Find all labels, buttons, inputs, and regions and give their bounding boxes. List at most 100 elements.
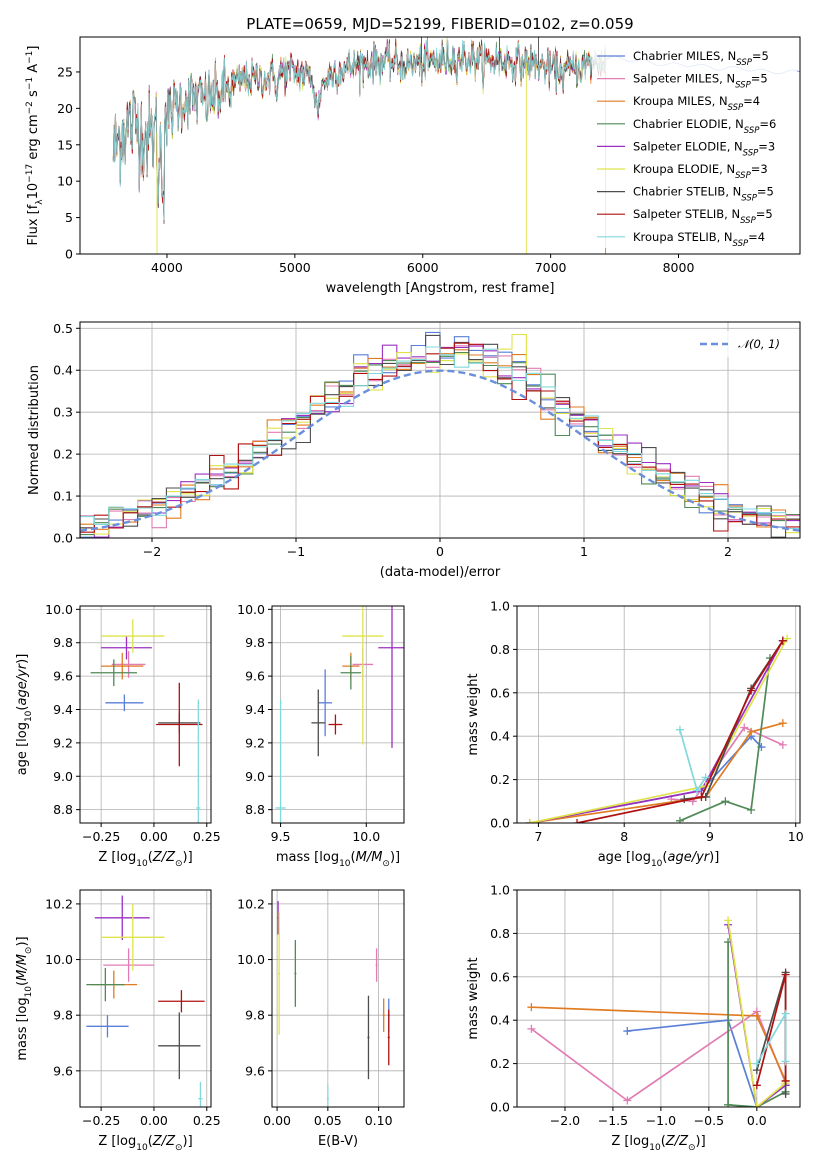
spectrum-xtick-label: 7000 (535, 260, 567, 275)
spectrum-ytick-label: 0 (65, 247, 73, 262)
mass-weight-vs-age-ytick-label: 0.0 (490, 816, 510, 831)
mass-weight-vs-Z-xtick-label: −1.5 (598, 1113, 628, 1128)
residuals-xtick-label: −2 (143, 544, 161, 559)
mass-vs-Z-ytick-label: 10.2 (45, 896, 73, 911)
mass-weight-vs-age-ytick-label: 1.0 (490, 599, 510, 614)
legend-label-8: Kroupa STELIB, NSSP=4 (633, 230, 765, 249)
mass-weight-vs-Z-salpeter-miles-line (530, 1010, 787, 1102)
mass-weight-vs-Z-kroupa-elodie-line (727, 920, 787, 1107)
mass-vs-Z-ytick-label: 9.6 (53, 1063, 73, 1078)
mass-vs-EBV-plot-area (277, 901, 390, 1107)
mass-weight-vs-age-kroupa-stelib-line (679, 729, 707, 793)
mass-weight-vs-age-chabrier-elodie-marker-1 (721, 797, 730, 806)
residuals-xtick-label: 2 (724, 544, 732, 559)
gaussian-curve (80, 369, 800, 532)
mass-vs-EBV-ytick-label: 10.0 (237, 952, 265, 967)
mass-weight-vs-age-chabrier-stelib-marker-0 (680, 795, 689, 804)
mass-weight-vs-age-salpeter-miles-marker-3 (778, 740, 787, 749)
legend-background (692, 331, 794, 357)
residual-hist-kroupa-stelib (80, 346, 800, 538)
residuals-ytick-label: 0.2 (53, 447, 73, 462)
mass-weight-vs-age-plot-area (525, 634, 792, 823)
mass-vs-EBV-ytick-label: 10.2 (237, 896, 265, 911)
mass-weight-vs-age-xtick-label: 8 (620, 829, 628, 844)
spectrum-ytick-label: 10 (57, 174, 73, 189)
mass-weight-vs-Z-kroupa-stelib-marker-1 (781, 1009, 790, 1018)
age-vs-Z-xtick-label: 0.25 (193, 829, 221, 844)
mass-weight-vs-age-kroupa-miles-line (529, 722, 784, 823)
spectrum-panel: 4000 5000 6000 7000 8000 0 5 10 15 20 25 wavelength… (25, 36, 801, 296)
mass-weight-vs-Z-salpeter-miles-marker-0 (527, 1024, 536, 1033)
mass-vs-Z-xtick-label: −0.25 (82, 1113, 120, 1128)
age-vs-mass-ytick-label: 10.0 (237, 602, 265, 617)
y-axis-label: Normed distribution (27, 365, 42, 495)
age-vs-Z-xtick-label: 0.00 (140, 829, 168, 844)
spectrum-ytick-label: 5 (65, 210, 73, 225)
mass-weight-vs-age-kroupa-miles-marker-3 (778, 719, 787, 728)
spectrum-series-kroupa-stelib (112, 38, 606, 221)
legend-label-3: Chabrier ELODIE, NSSP=6 (633, 117, 776, 136)
mass-weight-vs-age-kroupa-stelib-marker-2 (701, 773, 710, 782)
spectrum-legend: Chabrier MILES, NSSP=5 Salpeter MILES, NS… (592, 44, 797, 249)
residuals-xtick-label: 0 (436, 544, 444, 559)
spectrum-xtick-label: 8000 (663, 260, 695, 275)
age-vs-Z-plot-area (90, 619, 203, 823)
age-vs-Z-xtick-label: −0.25 (82, 829, 120, 844)
residuals-panel: −2 −1 0 1 2 0.0 0.1 0.2 0.3 0.4 0.5 (data-model)/er… (27, 321, 801, 580)
figure-title: PLATE=0659, MJD=52199, FIBERID=0102, z=0… (246, 15, 633, 33)
legend-label-2: Kroupa MILES, NSSP=4 (633, 94, 760, 113)
y-axis-label: mass weight (466, 673, 481, 755)
mass-weight-vs-age-salpeter-miles-marker-2 (740, 723, 749, 732)
mass-weight-vs-Z-xtick-label: −1.0 (646, 1113, 676, 1128)
age-vs-mass-xtick-label: 9.5 (271, 829, 291, 844)
spectrum-xtick-label: 6000 (407, 260, 439, 275)
legend-background (592, 44, 797, 248)
mass-weight-vs-age-panel: 7 8 9 10 0.0 0.2 0.4 0.6 0.8 1.0 age [log10(age/yr… (466, 599, 804, 870)
age-vs-Z-ytick-label: 8.8 (53, 802, 73, 817)
mass-weight-vs-age-chabrier-elodie-marker-2 (747, 805, 756, 814)
mass-weight-vs-age-ytick-label: 0.6 (490, 685, 510, 700)
mass-weight-vs-Z-xtick-label: −2.0 (550, 1113, 580, 1128)
mass-weight-vs-Z-salpeter-stelib-line (755, 974, 787, 1086)
age-vs-Z-ytick-label: 9.4 (53, 702, 73, 717)
age-vs-mass-panel: 9.5 10.0 8.8 9.0 9.2 9.4 9.6 9.8 10.0 mass [log10… (237, 602, 405, 869)
age-vs-mass-frame (271, 605, 405, 824)
mass-vs-Z-ytick-label: 9.8 (53, 1008, 73, 1023)
legend-label-5: Kroupa ELODIE, NSSP=3 (633, 162, 768, 181)
mass-weight-vs-Z-kroupa-elodie-marker-1 (752, 1103, 761, 1107)
mass-weight-vs-Z-xtick-label: −0.5 (694, 1113, 724, 1128)
spectrum-ytick-label: 15 (57, 137, 73, 152)
mass-weight-vs-Z-salpeter-stelib-marker-0 (752, 1081, 761, 1090)
mass-vs-EBV-xtick-label: 0.00 (263, 1113, 291, 1128)
mass-weight-vs-age-ytick-label: 0.8 (490, 642, 510, 657)
mass-weight-vs-age-xtick-label: 7 (534, 829, 542, 844)
mass-weight-vs-age-chabrier-elodie-marker-0 (675, 816, 684, 823)
mass-weight-vs-Z-chabrier-stelib-marker-2 (781, 1089, 790, 1098)
legend-label-0: Chabrier MILES, NSSP=5 (633, 49, 769, 68)
x-axis-label: Z [log10(Z/Z⊙)] (98, 850, 192, 869)
mass-weight-vs-age-ytick-label: 0.4 (490, 729, 510, 744)
mass-vs-EBV-xtick-label: 0.10 (365, 1113, 393, 1128)
age-vs-Z-ytick-label: 9.2 (53, 735, 73, 750)
age-vs-mass-ytick-label: 9.0 (245, 769, 265, 784)
mass-weight-vs-Z-ytick-label: 0.4 (490, 1013, 510, 1028)
mass-vs-EBV-frame (271, 889, 405, 1108)
residuals-ytick-label: 0.1 (53, 489, 73, 504)
mass-weight-vs-age-kroupa-stelib-marker-0 (675, 725, 684, 734)
age-vs-Z-ytick-label: 10.0 (45, 602, 73, 617)
x-axis-label: (data-model)/error (380, 565, 501, 580)
mass-weight-vs-age-chabrier-elodie-line (679, 657, 771, 822)
x-axis-label: age [log10(age/yr)] (598, 850, 720, 869)
mass-weight-vs-age-xtick-label: 9 (706, 829, 714, 844)
age-vs-mass-ytick-label: 9.2 (245, 735, 265, 750)
y-axis-label: Flux [fλ10−17 erg cm−2 s−1 A−1] (25, 46, 45, 246)
age-vs-mass-plot-area (275, 606, 404, 823)
mass-weight-vs-age-xtick-label: 10 (788, 829, 804, 844)
mass-weight-vs-Z-chabrier-elodie-marker-1 (724, 1100, 733, 1107)
mass-weight-vs-age-kroupa-miles-marker-2 (747, 727, 756, 736)
mass-vs-Z-panel: −0.25 0.00 0.25 9.6 9.8 10.0 10.2 Z [log10(Z/Z⊙… (15, 889, 221, 1153)
spectrum-ytick-label: 20 (57, 101, 73, 116)
mass-vs-Z-xtick-label: 0.00 (140, 1113, 168, 1128)
mass-vs-Z-ytick-label: 10.0 (45, 952, 73, 967)
